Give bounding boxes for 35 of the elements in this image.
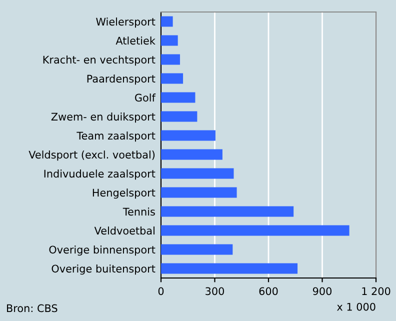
bar [161,73,184,84]
bar [161,35,178,46]
bar [161,225,350,236]
y-tick-label: Atletiek [116,36,156,45]
y-tick-label: Zwem- en duiksport [51,112,156,123]
y-tick-label: Paardensport [87,74,156,85]
y-tick-label: Veldsport (excl. voetbal) [28,150,155,161]
bar [161,130,216,141]
y-tick-label: Veldvoetbal [94,226,154,235]
y-tick-label: Team zaalsport [76,132,156,142]
bar [161,263,298,274]
y-tick-label: Wielersport [96,18,156,28]
bar [161,149,222,160]
bar [161,168,234,179]
x-tick-label: 300 [206,287,224,296]
x-tick-label: 1 200 [362,287,390,296]
bar [161,187,237,198]
y-tick-label: Tennis [122,208,155,216]
y-tick-label: Indivuduele zaalsport [44,170,156,180]
bar [161,111,198,122]
y-tick-label: Golf [135,94,156,102]
bar [161,54,180,65]
x-tick-label: 900 [312,287,332,296]
bar [161,92,196,103]
y-tick-label: Overige buitensport [52,264,156,275]
x-tick-label: 0 [158,287,164,296]
bar [161,206,294,217]
bar [161,16,173,27]
text: Bron: CBS [7,304,58,312]
y-tick-label: Overige binnensport [49,246,156,256]
x-axis-title: x 1 000 [337,302,376,311]
x-tick-label: 600 [259,287,278,296]
y-tick-label: Hengelsport [92,188,156,199]
y-tick-label: Kracht- en vechtsport [43,56,156,66]
bar [161,244,233,255]
